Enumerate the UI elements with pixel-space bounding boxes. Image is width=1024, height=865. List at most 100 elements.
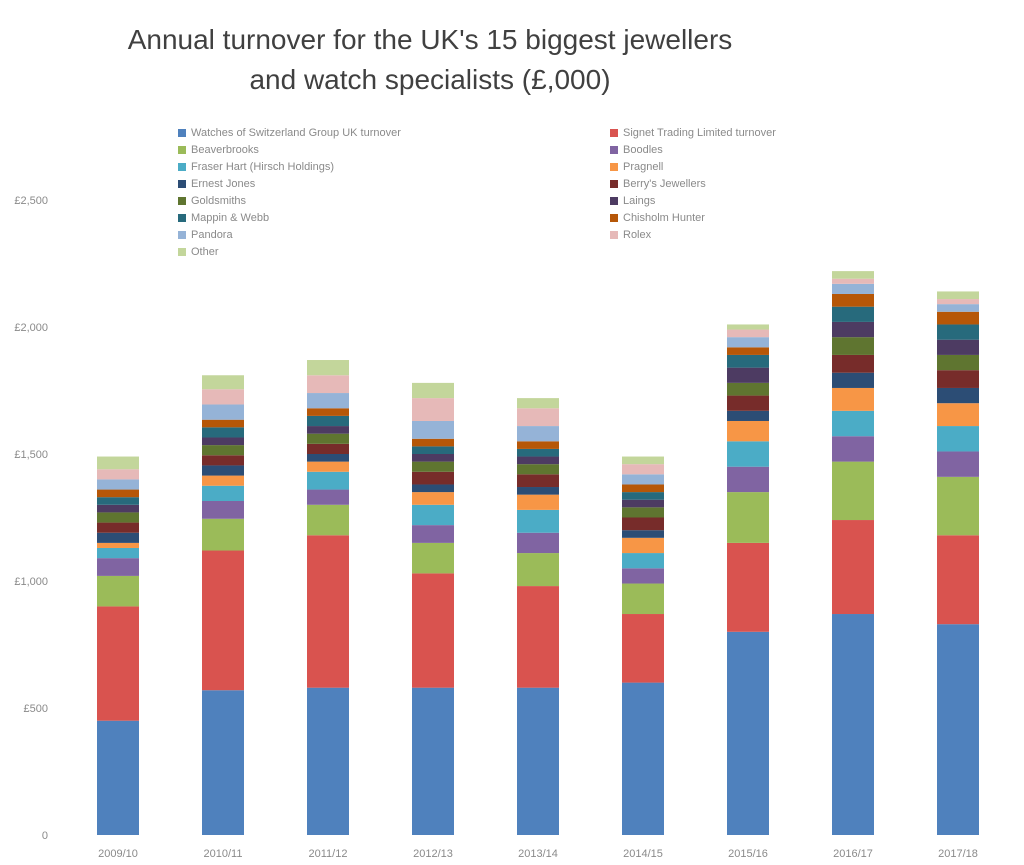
bar-segment	[517, 509, 559, 533]
bar-segment	[832, 387, 874, 411]
bar-segment	[202, 690, 244, 835]
bar-segment	[622, 682, 664, 835]
bar-segment	[97, 558, 139, 576]
bar-segment	[832, 293, 874, 307]
legend-label: Pragnell	[623, 161, 664, 173]
bar-segment	[412, 484, 454, 493]
bar-segment	[517, 494, 559, 510]
bar-segment	[832, 372, 874, 388]
bar-segment	[622, 530, 664, 538]
bar-segment	[97, 504, 139, 513]
bar-segment	[412, 542, 454, 574]
legend-swatch	[610, 231, 618, 239]
bar-segment	[412, 438, 454, 447]
bar-segment	[307, 393, 349, 409]
bar-segment	[937, 387, 979, 404]
x-tick-label: 2014/15	[623, 848, 663, 860]
legend-swatch	[610, 180, 618, 188]
bar-segment	[202, 404, 244, 420]
x-tick-label: 2013/14	[518, 848, 558, 860]
bar-segment	[727, 492, 769, 543]
bar-segment	[622, 614, 664, 683]
legend-item: Ernest Jones	[178, 177, 255, 191]
bar-segment	[97, 512, 139, 523]
bar-segment	[622, 464, 664, 475]
legend-label: Pandora	[191, 229, 233, 241]
legend-item: Signet Trading Limited turnover	[610, 126, 776, 140]
legend-label: Laings	[623, 195, 656, 207]
x-tick-label: 2009/10	[98, 848, 138, 860]
bar-segment	[97, 456, 139, 470]
legend-swatch	[610, 129, 618, 137]
bar-segment	[727, 324, 769, 330]
chart-title: Annual turnover for the UK's 15 biggest …	[127, 24, 733, 95]
bar-segment	[832, 614, 874, 835]
legend-swatch	[610, 197, 618, 205]
bar-segment	[517, 464, 559, 475]
bar-segment	[412, 687, 454, 835]
bar-segment	[517, 448, 559, 457]
bar-segment	[517, 687, 559, 835]
bar-segment	[832, 520, 874, 615]
legend-item: Boodles	[610, 143, 663, 157]
bar-segment	[937, 403, 979, 427]
bar-segment	[412, 454, 454, 462]
bar-segment	[97, 720, 139, 835]
bar-segment	[97, 479, 139, 490]
bar-segment	[412, 573, 454, 688]
bar-segment	[307, 454, 349, 462]
bar-segment	[727, 354, 769, 368]
bar-segment	[622, 492, 664, 500]
bar-segment	[97, 489, 139, 498]
legend-item: Rolex	[610, 228, 651, 242]
legend-label: Fraser Hart (Hirsch Holdings)	[191, 161, 335, 173]
bar-segment	[97, 547, 139, 559]
legend-swatch	[178, 248, 186, 256]
x-tick-label: 2012/13	[413, 848, 453, 860]
legend-label: Other	[191, 246, 219, 258]
bar-segment	[97, 575, 139, 607]
bar-segment	[832, 354, 874, 373]
legend-label: Beaverbrooks	[191, 144, 259, 156]
legend-swatch	[178, 129, 186, 137]
bar-segment	[202, 465, 244, 476]
legend-item: Goldsmiths	[178, 194, 246, 208]
bar-segment	[727, 441, 769, 467]
x-tick-label: 2017/18	[938, 848, 978, 860]
bar-segment	[307, 461, 349, 472]
bar-segment	[832, 321, 874, 338]
bar-segment	[97, 532, 139, 543]
bar-segment	[517, 426, 559, 442]
legend-item: Watches of Switzerland Group UK turnover	[178, 126, 401, 140]
bar-segment	[937, 339, 979, 355]
bar-segment	[727, 542, 769, 632]
bar-segment	[307, 360, 349, 376]
bar-segment	[832, 410, 874, 437]
bar-segment	[622, 568, 664, 584]
legend-swatch	[610, 146, 618, 154]
bar-segment	[97, 606, 139, 721]
bar-segment	[937, 451, 979, 477]
bar-segment	[622, 517, 664, 531]
bar-segment	[412, 446, 454, 454]
legend-item: Berry's Jewellers	[610, 177, 706, 191]
bar-segment	[832, 306, 874, 322]
bar-segment	[307, 471, 349, 490]
bar-segment	[202, 445, 244, 456]
legend-swatch	[610, 214, 618, 222]
bar-segment	[412, 504, 454, 526]
bar-segment	[622, 456, 664, 465]
bar-segment	[832, 337, 874, 355]
legend-item: Beaverbrooks	[178, 143, 259, 157]
bar-segment	[202, 437, 244, 446]
bar-segment	[202, 518, 244, 551]
x-tick-label: 2011/12	[309, 848, 348, 860]
legend-item: Mappin & Webb	[178, 211, 269, 225]
bar-segment	[622, 583, 664, 615]
x-tick-label: 2016/17	[833, 848, 873, 860]
bar-segment	[727, 382, 769, 396]
bar-segment	[727, 631, 769, 835]
bar-segment	[412, 382, 454, 399]
bar-segment	[727, 347, 769, 355]
y-tick-label: 0	[42, 830, 48, 842]
